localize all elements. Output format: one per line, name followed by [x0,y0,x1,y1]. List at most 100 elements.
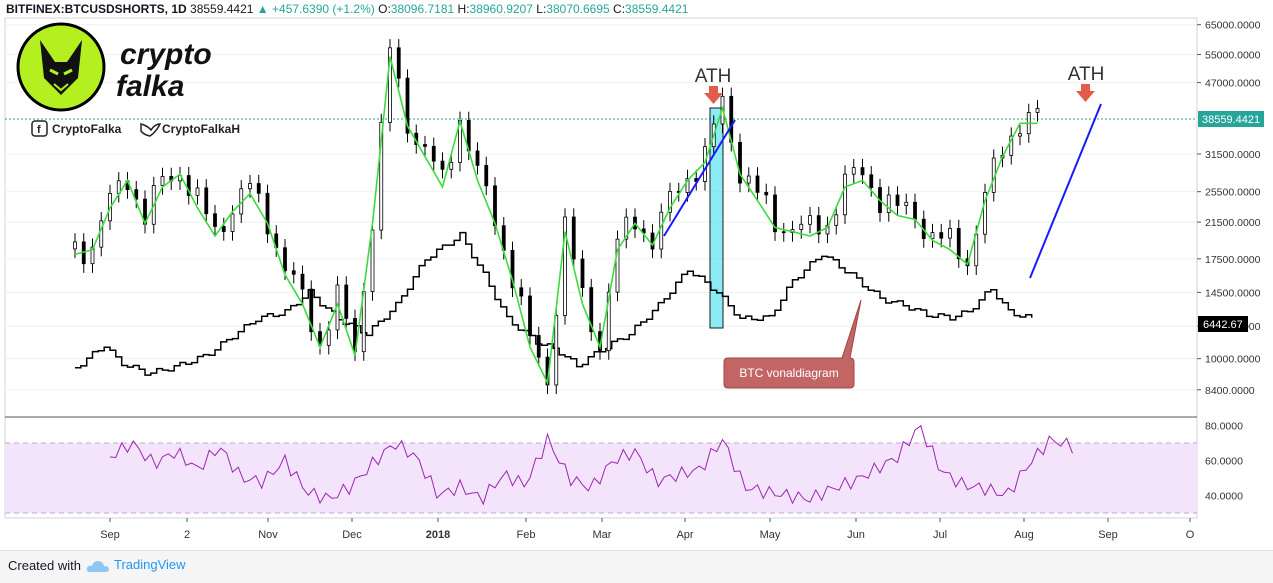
rsi-tick-label: 60.0000 [1205,456,1243,468]
candle-body [554,315,559,386]
candle-body [431,145,436,162]
candle-body [423,144,427,147]
candle-body [580,258,585,289]
facebook-handle[interactable]: CryptoFalka [52,122,122,136]
ath-arrow-1 [704,86,723,104]
low-label: L: [536,2,547,16]
candle-body [204,187,209,215]
y-tick-label: 10000.0000 [1205,354,1261,366]
candle-body [326,329,331,346]
open-value: 38096.7181 [390,2,455,16]
chart-header: BITFINEX:BTCUSDSHORTS, 1D 38559.4421 ▲ +… [6,2,688,16]
trendline-1 [663,119,736,237]
x-tick-label: Feb [517,529,536,541]
candle-body [300,273,305,290]
candle-body [571,216,576,260]
candle-body [449,161,454,170]
btc-price-tag: 6442.67 [1198,316,1248,332]
close-value: 38559.4421 [625,2,689,16]
created-with-label: Created with [8,558,81,573]
logo-text-line1: crypto [120,38,212,71]
candle-body [869,174,874,188]
candle-body [309,288,314,333]
candle-body [851,167,856,175]
candle-body [860,167,865,176]
btc-callout: BTC vonaldiagram [723,299,862,389]
price-chart[interactable]: ATH ATH BTC vonaldiagram crypto falka f … [0,0,1273,550]
candle-body [738,141,742,184]
rsi-axis: 80.0000 60.0000 40.0000 [1205,421,1243,503]
candle-body [519,287,524,297]
candle-body [799,223,804,231]
high-value: 38960.9207 [469,2,533,16]
candle-body [808,215,812,225]
candle-body [615,238,620,293]
candle-body [816,215,821,235]
trendline-2 [1029,103,1102,279]
candle-body [668,191,672,213]
candle-body [589,287,594,333]
candle-body [528,295,532,336]
candle-body [606,291,611,352]
candle-body [939,232,944,239]
candle-body [510,249,515,289]
logo-text-line2: falka [116,70,184,103]
candle-body [134,189,139,200]
twitter-icon [140,123,162,137]
candle-body [983,192,987,235]
tradingview-cloud-icon [86,560,109,572]
x-tick-label: 2 [184,529,190,541]
svg-text:38559.4421: 38559.4421 [1202,114,1260,126]
candle-body [379,121,384,231]
candle-body [956,228,961,260]
candle-body [781,231,786,234]
candle-body [825,224,830,235]
x-tick-label: O [1186,529,1195,541]
x-tick-label: May [760,529,781,541]
candle-body [843,173,847,216]
ath-highlight-box [709,107,724,329]
candle-body [536,335,541,358]
candle-body [230,213,235,232]
x-tick-label: Jul [933,529,947,541]
y-tick-label: 17500.0000 [1205,254,1261,266]
candle-body [405,77,410,134]
up-triangle-icon: ▲ [256,2,269,16]
high-label: H: [457,2,470,16]
candle-body [396,47,401,79]
candle-body [904,201,909,206]
shorts-candles [73,39,1040,395]
y-tick-label: 25500.0000 [1205,187,1261,199]
candle-body [746,175,751,184]
social-links: f CryptoFalka CryptoFalkaH [31,120,240,137]
x-tick-label: Aug [1014,529,1034,541]
btc-callout-text: BTC vonaldiagram [739,366,838,380]
candle-body [186,175,191,196]
moving-average-line [74,56,1038,386]
candle-body [659,211,664,250]
candle-body [1035,108,1040,113]
candle-body [475,150,480,166]
candle-body [283,247,287,272]
rsi-line [109,424,1073,506]
close-label: C: [613,2,626,16]
candle-body [73,241,77,250]
candle-body [221,226,226,232]
candle-body [764,192,769,196]
candle-body [291,270,296,275]
ath-label-2: ATH [1068,64,1105,85]
candle-body [388,47,392,123]
candle-body [344,284,349,319]
candle-body [948,228,952,239]
candle-body [440,160,445,170]
y-tick-label: 14500.0000 [1205,287,1261,299]
tradingview-link[interactable]: TradingView [86,557,186,573]
facebook-icon [31,120,48,137]
candle-body [265,192,270,235]
candle-body [834,214,839,226]
candle-body [886,194,891,213]
candle-body [1009,135,1014,156]
twitter-handle[interactable]: CryptoFalkaH [162,122,240,136]
y-tick-label: 8400.0000 [1205,385,1255,397]
y-tick-label: 55000.0000 [1205,50,1261,62]
